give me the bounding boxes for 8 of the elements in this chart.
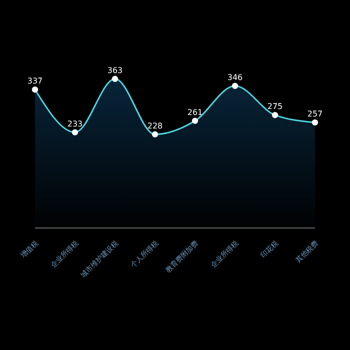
data-label: 346 bbox=[227, 72, 243, 82]
data-label: 337 bbox=[27, 76, 43, 86]
data-label: 261 bbox=[187, 108, 203, 117]
data-label: 275 bbox=[267, 102, 283, 112]
data-label: 257 bbox=[307, 109, 323, 118]
data-label: 363 bbox=[107, 66, 123, 75]
data-label: 228 bbox=[147, 121, 163, 130]
data-label: 233 bbox=[67, 119, 83, 128]
